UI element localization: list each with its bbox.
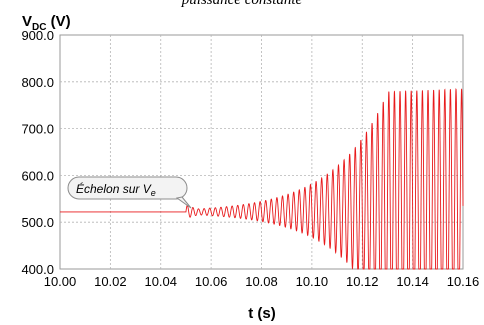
- vdc-series-line: [60, 88, 464, 270]
- y-tick-label: 600.0: [21, 168, 54, 183]
- step-annotation: Échelon sur Ve: [67, 176, 192, 209]
- x-tick-label: 10.04: [144, 274, 177, 289]
- x-tick-label: 10.12: [346, 274, 379, 289]
- y-tick-label: 800.0: [21, 75, 54, 90]
- y-tick-label: 700.0: [21, 122, 54, 137]
- y-axis-label-main: V: [22, 13, 32, 30]
- series-layer: [60, 88, 464, 270]
- y-tick-label: 900.0: [21, 28, 54, 43]
- x-tick-label: 10.14: [396, 274, 429, 289]
- x-tick-label: 10.10: [296, 274, 329, 289]
- x-tick-label: 10.08: [245, 274, 278, 289]
- y-axis-title: VDC (V): [22, 13, 71, 33]
- x-tick-label: 10.16: [447, 274, 480, 289]
- x-axis-title: t (s): [248, 305, 276, 322]
- y-tick-label: 500.0: [21, 215, 54, 230]
- y-axis-label-unit: (V): [46, 13, 70, 30]
- chart-title: puissance constante: [181, 0, 303, 8]
- annotation-label: Échelon sur Ve: [76, 181, 156, 198]
- y-axis-label-subscript: DC: [32, 22, 46, 33]
- annotation-box: [67, 176, 188, 200]
- x-tick-label: 10.02: [94, 274, 127, 289]
- x-tick-labels: 10.00 10.02 10.04 10.06 10.08 10.10 10.12 10.14…: [44, 274, 480, 289]
- svg-text:VDC (V): VDC (V): [22, 13, 71, 33]
- y-tick-label: 400.0: [21, 262, 54, 277]
- x-tick-label: 10.00: [44, 274, 77, 289]
- annotation-pointer: [175, 196, 192, 209]
- y-tick-labels: 900.0 800.0 700.0 600.0 500.0 400.0: [21, 28, 54, 277]
- x-tick-label: 10.06: [195, 274, 228, 289]
